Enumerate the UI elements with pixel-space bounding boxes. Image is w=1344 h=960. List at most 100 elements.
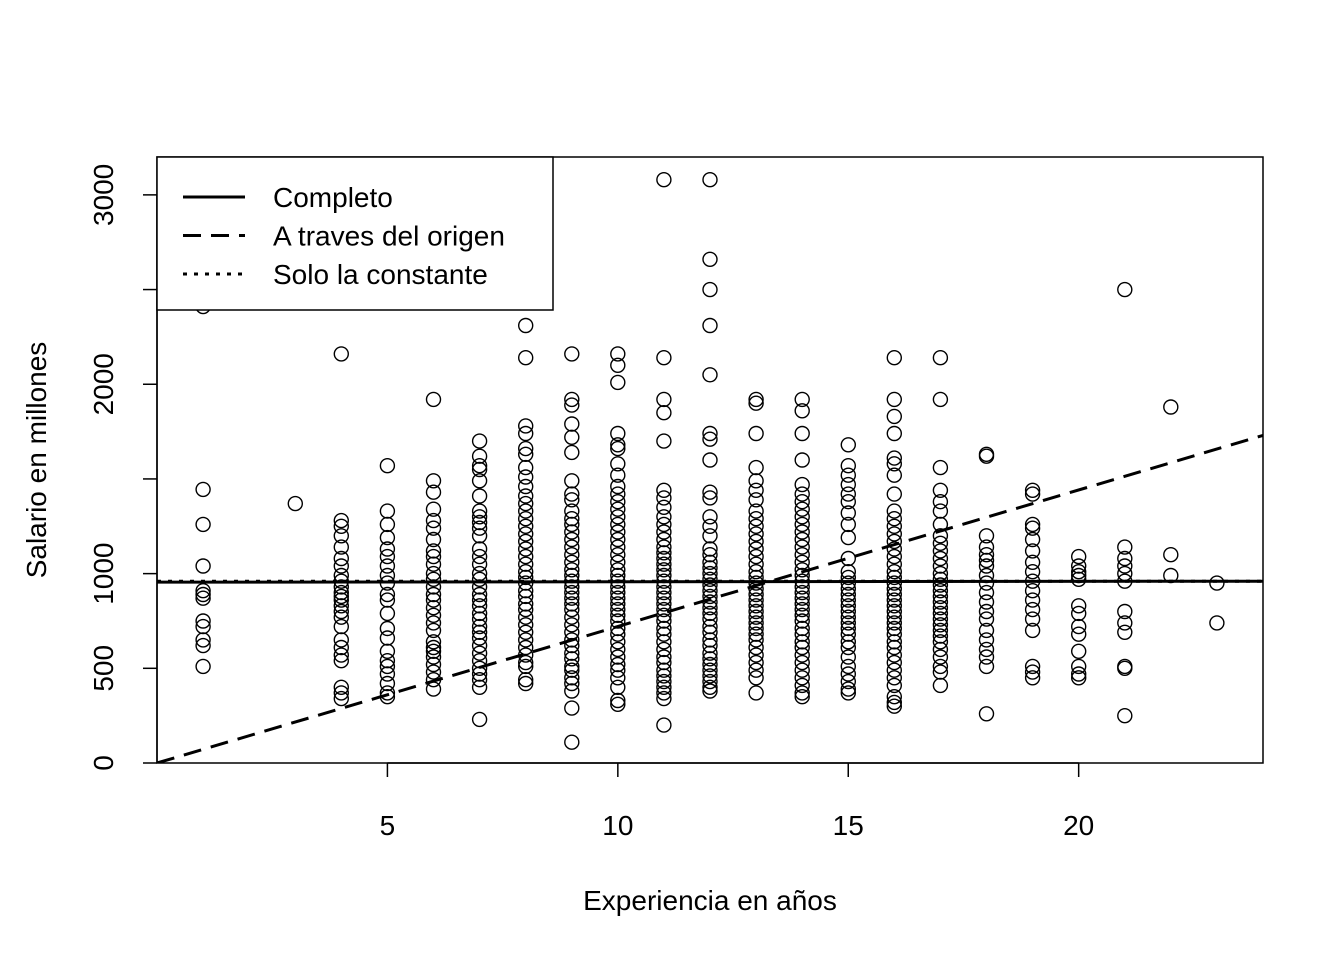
data-point	[610, 437, 626, 453]
data-point	[518, 469, 534, 485]
data-point	[932, 622, 949, 639]
data-point	[1117, 615, 1133, 631]
data-point	[656, 649, 672, 665]
data-point	[471, 637, 488, 654]
data-point	[518, 503, 534, 519]
data-point	[287, 495, 303, 512]
data-points	[195, 171, 1225, 750]
data-point	[610, 531, 626, 548]
data-point	[425, 634, 442, 650]
data-point	[794, 607, 810, 623]
data-point	[794, 539, 810, 555]
data-point	[1024, 531, 1041, 548]
data-point	[794, 613, 810, 629]
data-point	[471, 624, 488, 640]
data-point	[748, 482, 764, 498]
data-point	[564, 346, 580, 362]
data-point	[748, 620, 764, 637]
data-point	[748, 632, 764, 648]
data-point	[610, 662, 626, 678]
data-point	[886, 694, 902, 711]
data-point	[564, 416, 580, 432]
data-point	[471, 541, 488, 557]
data-point	[518, 440, 534, 457]
data-point	[748, 541, 764, 557]
data-point	[564, 632, 580, 648]
data-point	[425, 622, 442, 639]
legend-label: Solo la constante	[273, 259, 488, 290]
data-point	[840, 598, 856, 614]
data-point	[379, 586, 396, 603]
data-point	[886, 689, 902, 705]
data-point	[1117, 624, 1133, 640]
data-point	[932, 459, 949, 476]
data-point	[978, 603, 995, 620]
data-point	[748, 564, 764, 580]
data-point	[1024, 554, 1041, 570]
data-point	[702, 668, 718, 684]
regression-lines	[157, 433, 1263, 763]
data-point	[1117, 660, 1133, 676]
data-point	[379, 653, 396, 669]
data-point	[379, 630, 396, 646]
data-point	[425, 512, 442, 529]
data-point	[610, 634, 626, 650]
data-point	[932, 588, 949, 605]
data-point	[425, 391, 442, 408]
data-point	[840, 592, 856, 608]
data-point	[564, 531, 580, 548]
data-point	[333, 558, 349, 574]
data-point	[702, 484, 718, 500]
data-point	[1024, 583, 1041, 599]
data-point	[471, 548, 488, 565]
data-point	[886, 620, 902, 637]
data-point	[794, 531, 810, 548]
data-point	[702, 490, 718, 506]
data-point	[333, 592, 349, 608]
data-point	[978, 584, 995, 601]
data-point	[978, 547, 995, 563]
data-point	[932, 558, 949, 574]
data-point	[379, 558, 396, 574]
data-point	[471, 514, 488, 531]
data-point	[840, 575, 856, 591]
data-point	[886, 654, 902, 671]
data-point	[1070, 643, 1087, 659]
data-point	[932, 577, 949, 593]
data-point	[840, 603, 856, 620]
data-point	[886, 609, 902, 625]
data-point	[702, 452, 718, 468]
data-point	[794, 403, 810, 419]
data-point	[886, 533, 902, 550]
data-point	[840, 505, 856, 521]
data-point	[932, 594, 949, 610]
data-point	[656, 516, 672, 533]
data-point	[932, 641, 949, 658]
data-point	[840, 649, 856, 665]
data-point	[1163, 547, 1179, 563]
data-point	[840, 620, 856, 637]
data-point	[564, 658, 580, 675]
data-point	[748, 592, 764, 608]
data-point	[748, 391, 764, 408]
data-point	[656, 673, 672, 690]
data-point	[702, 611, 718, 627]
data-point	[656, 690, 672, 707]
data-point	[840, 529, 856, 546]
data-point	[656, 350, 672, 366]
data-point	[1070, 605, 1087, 622]
data-point	[471, 660, 488, 676]
data-point	[564, 562, 580, 578]
data-point	[840, 609, 856, 625]
data-point	[333, 609, 349, 625]
data-point	[886, 456, 902, 472]
data-point	[702, 645, 718, 661]
data-point	[748, 639, 764, 656]
data-point	[748, 548, 764, 565]
data-point	[564, 554, 580, 570]
data-point	[656, 613, 672, 629]
data-point	[425, 501, 442, 517]
data-point	[1024, 516, 1041, 533]
data-point	[610, 601, 626, 618]
data-point	[425, 643, 442, 659]
